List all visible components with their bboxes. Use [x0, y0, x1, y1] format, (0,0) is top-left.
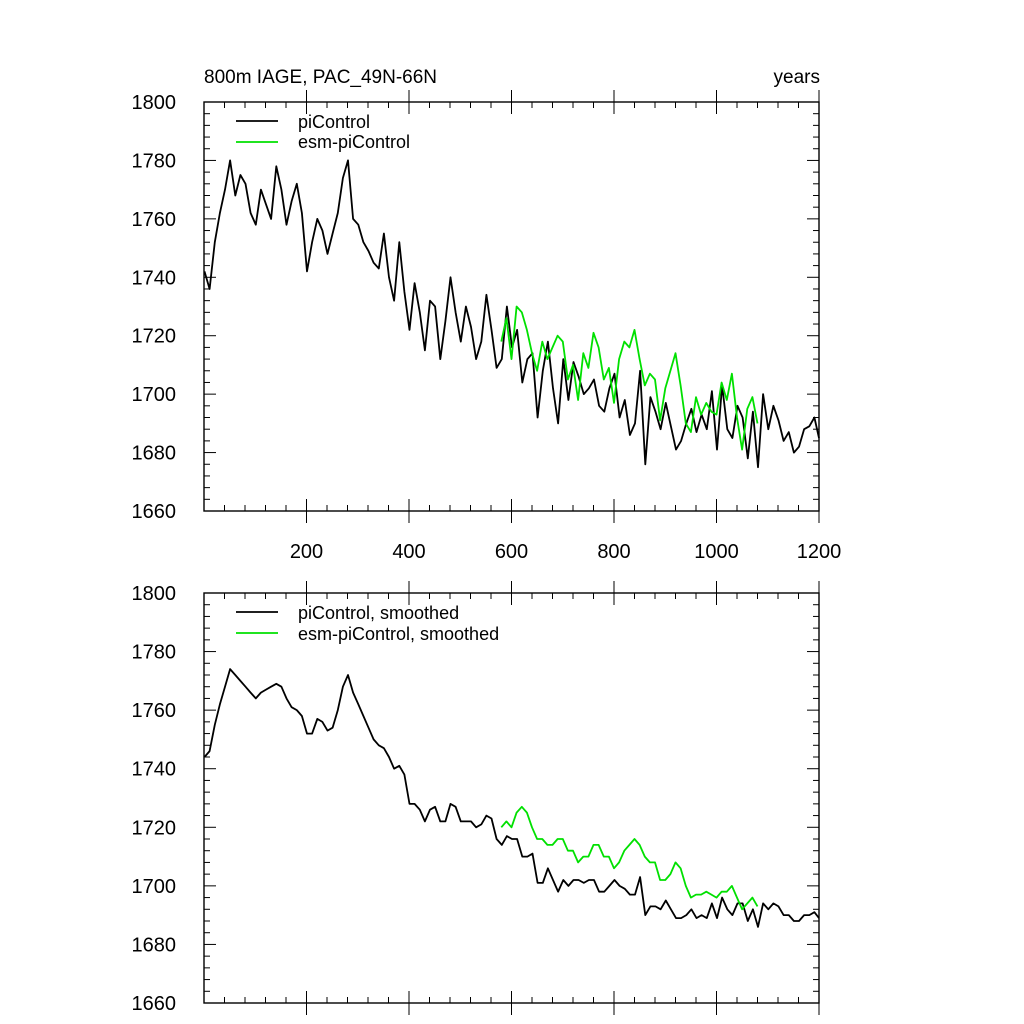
- chart-units-label: years: [774, 67, 820, 88]
- y-tick-label: 1660: [132, 993, 177, 1015]
- y-tick-label: 1800: [132, 92, 177, 114]
- plot-frame: [203, 101, 820, 512]
- y-tick-label: 1780: [132, 642, 177, 664]
- plot-frame: [203, 592, 820, 1004]
- series-line-picontrol-smoothed: [203, 668, 820, 928]
- x-tick-label: 1200: [797, 541, 842, 563]
- y-tick-label: 1700: [132, 384, 177, 406]
- x-tick-label: 800: [597, 541, 630, 563]
- y-tick-label: 1760: [132, 209, 177, 231]
- y-tick-label: 1720: [132, 817, 177, 839]
- series-line-esm-picontrol: [500, 305, 759, 451]
- legend-label-picontrol: piControl: [298, 112, 370, 132]
- y-tick-label: 1760: [132, 700, 177, 722]
- y-tick-label: 1800: [132, 583, 177, 605]
- legend-label-esm-picontrol-smoothed: esm-piControl, smoothed: [298, 624, 499, 644]
- y-tick-label: 1780: [132, 150, 177, 172]
- y-tick-label: 1680: [132, 934, 177, 956]
- chart-title: 800m IAGE, PAC_49N-66N: [204, 67, 437, 88]
- y-tick-label: 1740: [132, 759, 177, 781]
- y-tick-label: 1700: [132, 876, 177, 898]
- x-tick-label: 1000: [694, 541, 739, 563]
- y-tick-label: 1720: [132, 326, 177, 348]
- x-tick-label: 200: [290, 541, 323, 563]
- x-tick-label: 400: [392, 541, 425, 563]
- y-tick-label: 1660: [132, 501, 177, 523]
- series-line-esm-picontrol-smoothed: [500, 805, 759, 911]
- legend-label-picontrol-smoothed: piControl, smoothed: [298, 603, 459, 623]
- x-tick-label: 600: [495, 541, 528, 563]
- y-tick-label: 1740: [132, 267, 177, 289]
- bottom-panel: piControl, smoothed esm-piControl, smoot…: [132, 581, 820, 1015]
- legend-label-esm-picontrol: esm-piControl: [298, 132, 410, 152]
- top-panel: piControl esm-piControl 1660 1680 1700 1720…: [132, 90, 842, 563]
- y-tick-label: 1680: [132, 443, 177, 465]
- series-line-picontrol: [203, 159, 820, 469]
